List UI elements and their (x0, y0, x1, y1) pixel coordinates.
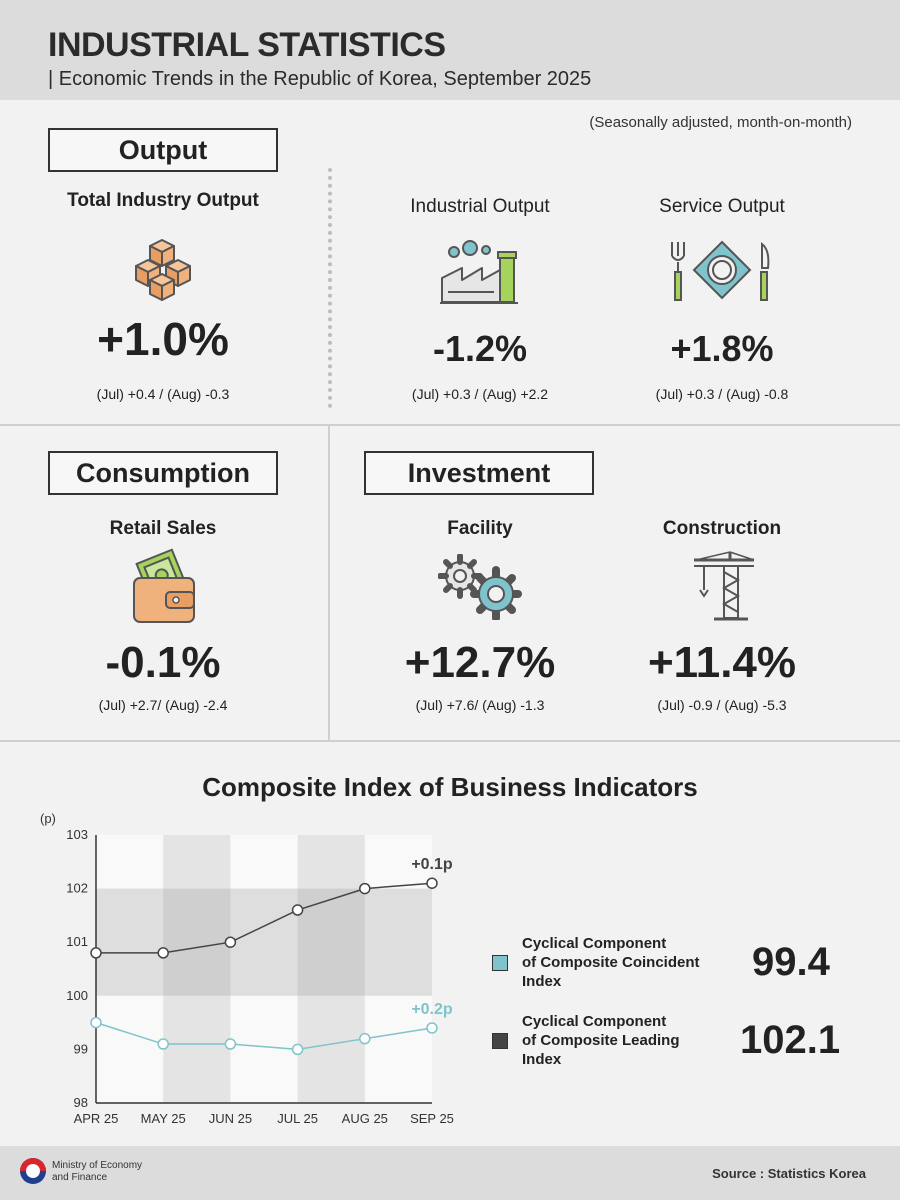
series-annotation: +0.2p (411, 1001, 453, 1018)
legend-label-leading: Cyclical Component of Composite Leading … (522, 1012, 716, 1069)
industrial-output-label: Industrial Output (410, 196, 550, 217)
series-line (95, 1021, 433, 1051)
y-tick-label: 103 (66, 827, 88, 842)
retail-sales-detail: (Jul) +2.7/ (Aug) -2.4 (98, 697, 228, 713)
dining-icon (668, 240, 776, 307)
legend-coincident: Cyclical Component of Composite Coincide… (492, 934, 830, 991)
construction-value: +11.4% (647, 638, 797, 687)
composite-index-chart: (p) 98 99 100 101 102 103 APR 25 MAY 25 JUN 25 JUL… (40, 811, 454, 1126)
plot-background (96, 835, 432, 1103)
x-tick-label: JUN 25 (209, 1111, 252, 1126)
section-divider (0, 424, 900, 426)
ministry-name-line1: Ministry of Economy (52, 1160, 143, 1171)
data-point (291, 904, 304, 916)
service-output-label: Service Output (659, 196, 785, 217)
legend-swatch-leading (492, 1032, 508, 1049)
chart-series: +0.1p +0.2p (90, 856, 453, 1056)
legend-label-line2: of Composite Leading Index (522, 1032, 680, 1068)
legend-swatch-coincident (492, 954, 508, 971)
x-tick-label: MAY 25 (141, 1111, 186, 1126)
construction-detail: (Jul) -0.9 / (Aug) -5.3 (657, 697, 787, 713)
chart-axes: (p) 98 99 100 101 102 103 APR 25 MAY 25 JUN 25 JUL… (40, 811, 454, 1126)
total-industry-output-detail: (Jul) +0.4 / (Aug) -0.3 (96, 386, 230, 402)
legend-label-line1: Cyclical Component (522, 935, 667, 952)
legend-leading: Cyclical Component of Composite Leading … (492, 1012, 840, 1069)
output-divider (328, 168, 332, 408)
legend-value-leading: 102.1 (740, 1018, 841, 1062)
chart-plot-area (96, 835, 432, 1103)
footer: Ministry of Economy and Finance Source :… (0, 1146, 900, 1200)
page-title: INDUSTRIAL STATISTICS (48, 26, 446, 64)
total-industry-output-label: Total Industry Output (67, 190, 259, 211)
total-industry-output-value: +1.0% (97, 313, 229, 365)
data-point (157, 1038, 169, 1050)
ministry-name-line2: and Finance (52, 1172, 108, 1183)
y-tick-label: 102 (66, 881, 88, 896)
data-point (291, 1043, 304, 1056)
y-tick-label: 101 (66, 934, 88, 949)
data-point (90, 1016, 102, 1029)
adjustment-note: (Seasonally adjusted, month-on-month) (589, 114, 852, 131)
facility-detail: (Jul) +7.6/ (Aug) -1.3 (415, 697, 545, 713)
data-point (90, 947, 102, 959)
legend-label-coincident: Cyclical Component of Composite Coincide… (522, 934, 732, 991)
service-output-value: +1.8% (670, 328, 774, 369)
factory-icon (440, 240, 520, 311)
section-divider (0, 740, 900, 742)
industrial-output-detail: (Jul) +0.3 / (Aug) +2.2 (411, 386, 549, 402)
column-stripe (163, 835, 231, 1103)
header: INDUSTRIAL STATISTICS | Economic Trends … (0, 0, 900, 100)
data-point (157, 947, 169, 959)
x-tick-label: AUG 25 (342, 1111, 388, 1126)
data-point (426, 877, 438, 889)
series-line (96, 882, 433, 954)
retail-sales-label: Retail Sales (109, 518, 217, 539)
legend-label-line1: Cyclical Component (522, 1013, 667, 1030)
data-point (359, 882, 371, 895)
output-section-label: Output (48, 128, 278, 172)
x-tick-label: SEP 25 (410, 1111, 454, 1126)
y-tick-label: 98 (74, 1095, 88, 1110)
consumption-section-label: Consumption (48, 451, 278, 495)
construction-label: Construction (662, 518, 782, 539)
investment-section-label: Investment (364, 451, 594, 495)
gears-icon (437, 553, 522, 625)
source-note: Source : Statistics Korea (712, 1166, 866, 1181)
legend-value-coincident: 99.4 (752, 940, 830, 984)
reference-band (96, 888, 432, 996)
boxes-icon (130, 236, 196, 307)
wallet-icon (130, 548, 198, 631)
y-tick-label: 100 (66, 988, 88, 1003)
legend-label-line2: of Composite Coincident Index (522, 954, 700, 990)
y-tick-label: 99 (74, 1041, 88, 1056)
facility-value: +12.7% (404, 638, 556, 687)
data-point (359, 1032, 371, 1045)
section-divider (328, 424, 330, 740)
y-axis-unit-label: (p) (40, 811, 56, 826)
ministry-name: Ministry of Economy and Finance (52, 1160, 172, 1184)
data-point (426, 1022, 438, 1034)
x-tick-label: APR 25 (74, 1111, 119, 1126)
page-subtitle: | Economic Trends in the Republic of Kor… (48, 68, 592, 90)
service-output-detail: (Jul) +0.3 / (Aug) -0.8 (655, 386, 789, 402)
data-point (224, 936, 237, 948)
industrial-output-value: -1.2% (432, 328, 528, 369)
chart-title: Composite Index of Business Indicators (202, 772, 698, 802)
data-point (224, 1038, 237, 1050)
series-annotation: +0.1p (411, 856, 453, 873)
ministry-logo-icon (20, 1158, 46, 1184)
facility-label: Facility (447, 518, 513, 539)
x-tick-label: JUL 25 (277, 1111, 318, 1126)
column-stripe (297, 835, 365, 1103)
crane-icon (692, 550, 756, 627)
retail-sales-value: -0.1% (105, 638, 221, 687)
